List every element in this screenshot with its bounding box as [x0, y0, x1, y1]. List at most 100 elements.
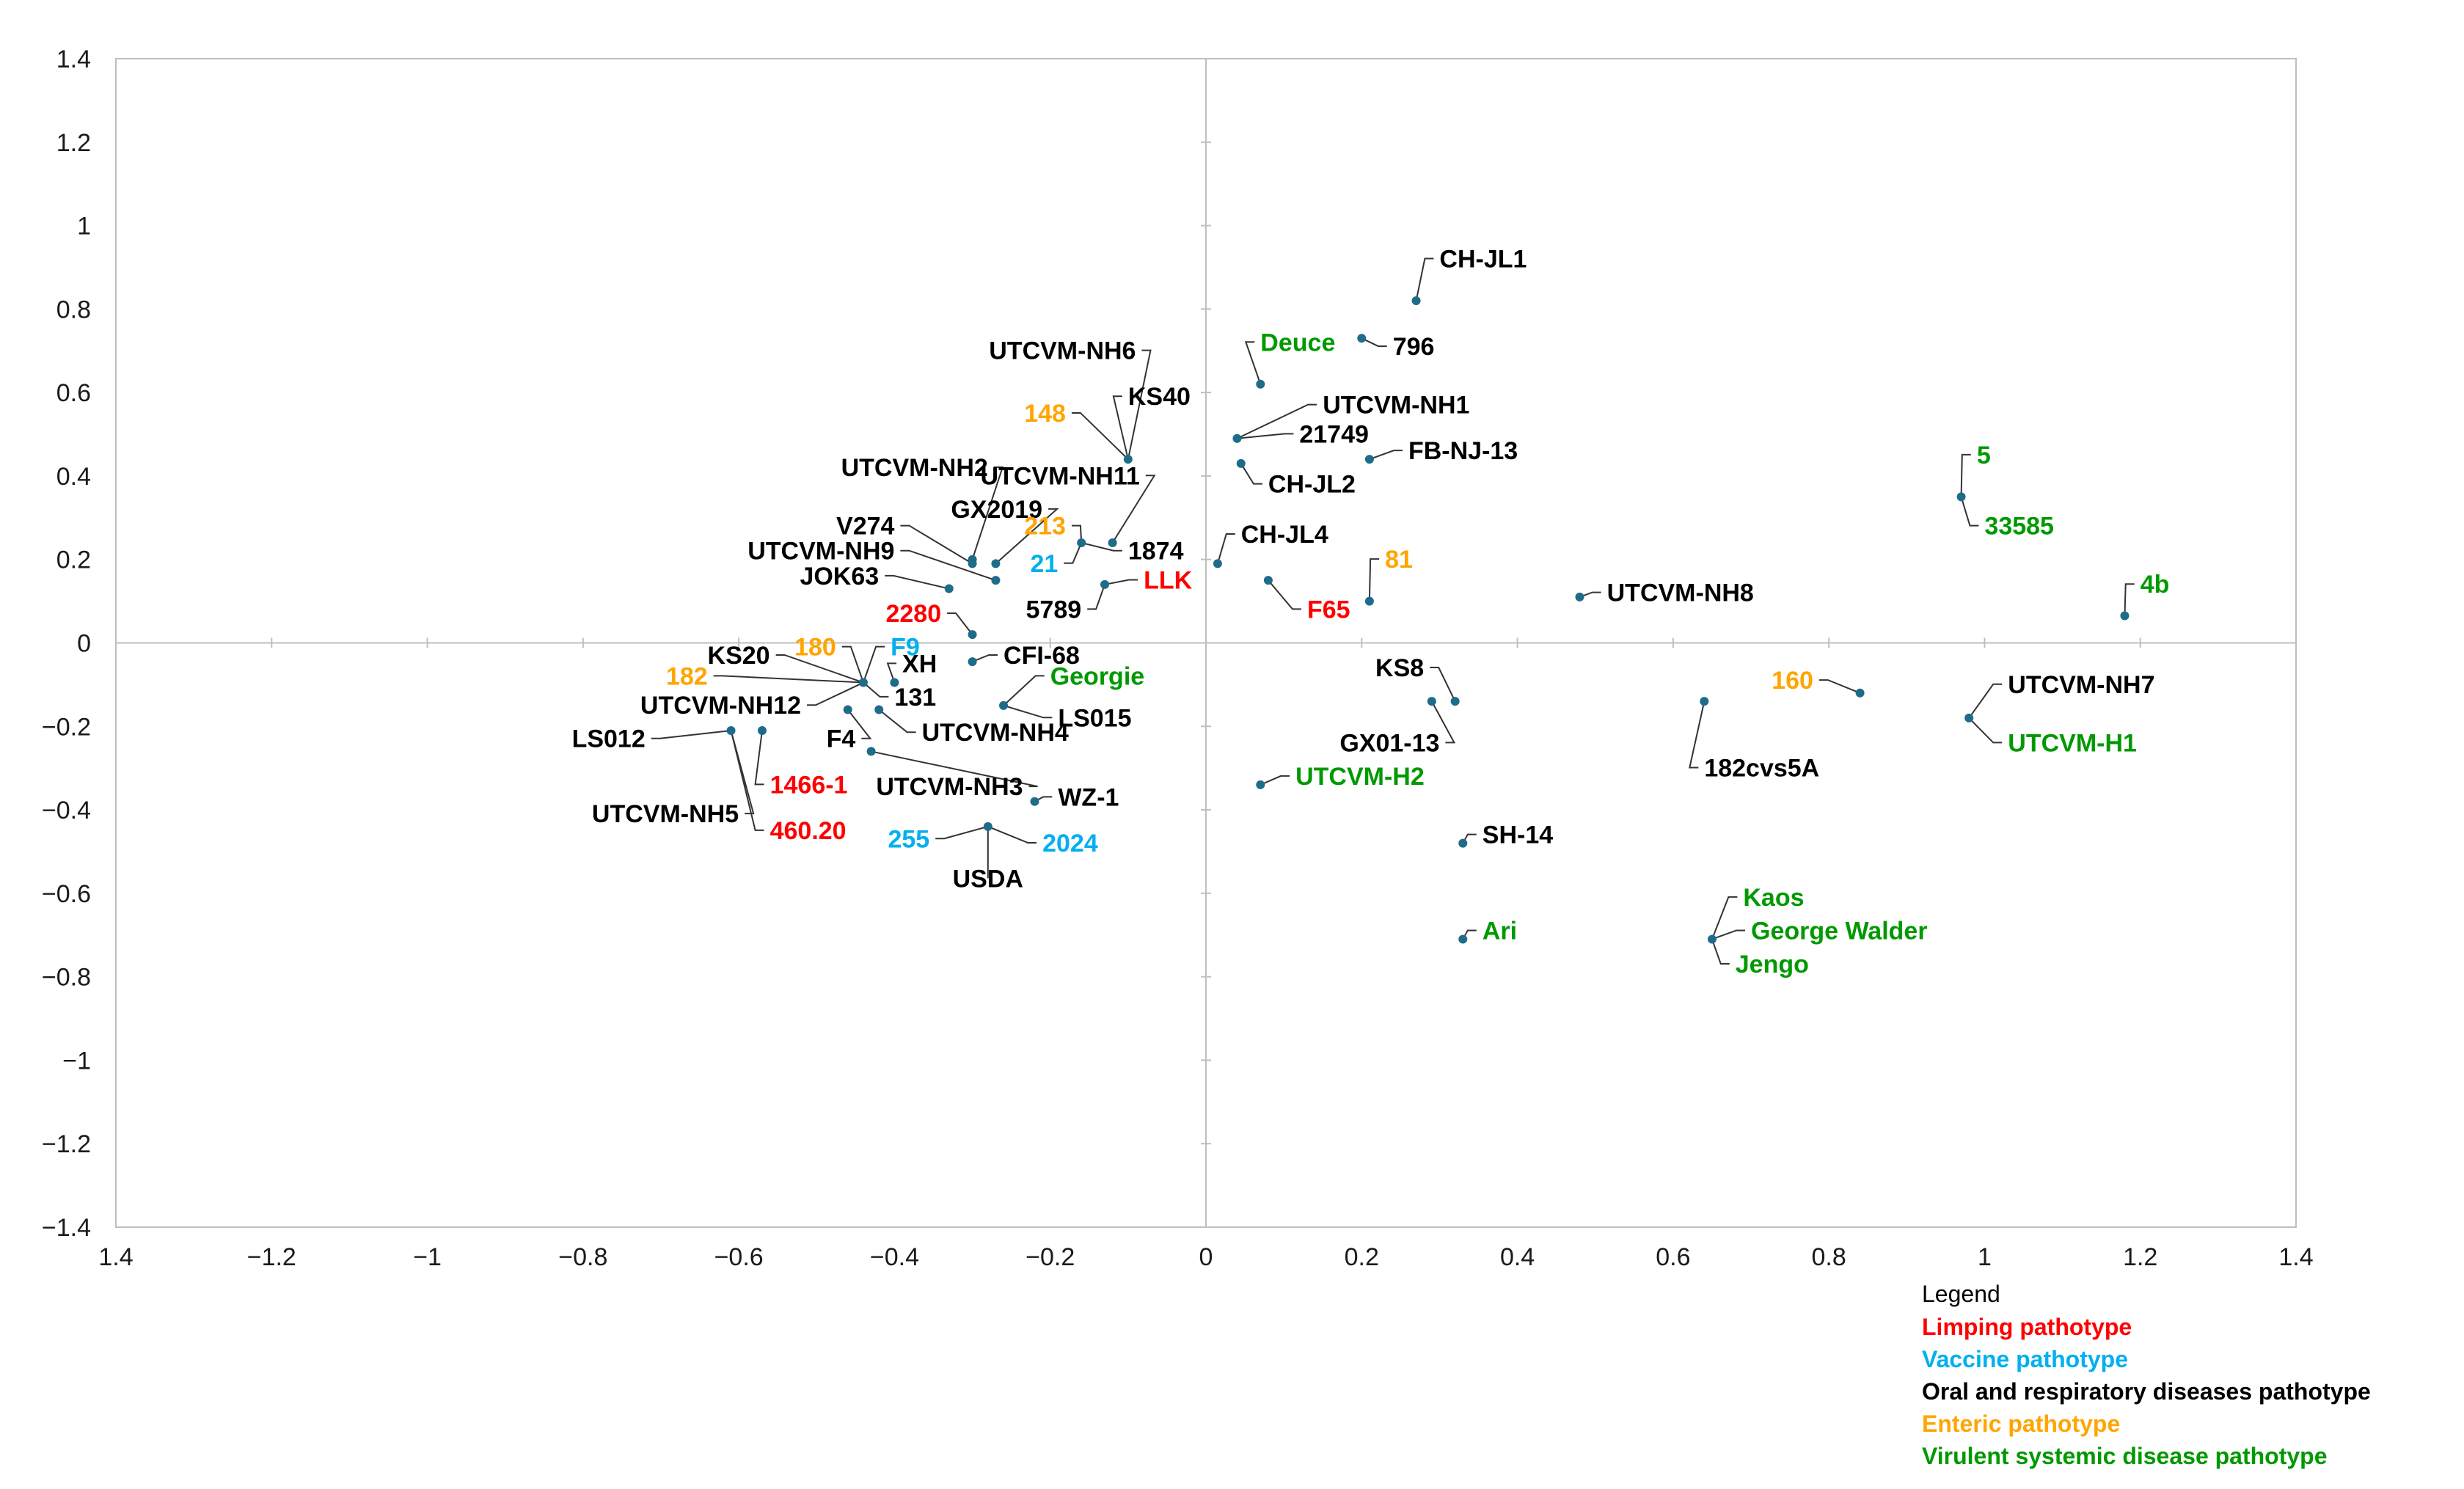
point-182cvs5a — [1700, 697, 1709, 706]
point-utcvm-nh7 — [1964, 713, 1974, 722]
point-label-gx01-13: GX01-13 — [1339, 729, 1439, 757]
x-tick-label: 0 — [1199, 1243, 1213, 1271]
y-tick-label: 0.6 — [56, 379, 91, 407]
point-label-utcvm-nh8: UTCVM-NH8 — [1607, 579, 1754, 607]
leader-line-81 — [1368, 558, 1380, 601]
point-ari — [1458, 934, 1468, 944]
leader-line-utcvm-nh7 — [1968, 683, 2003, 719]
leader-line-148 — [1071, 411, 1129, 460]
y-tick-label: 0.2 — [56, 546, 91, 574]
point-label-utcvm-nh11: UTCVM-NH11 — [981, 462, 1140, 490]
leader-line-kaos — [1711, 896, 1738, 940]
point-f4 — [843, 705, 852, 714]
leader-line-v274 — [900, 524, 973, 565]
y-tick-label: 1.4 — [56, 45, 91, 73]
leader-line-2280 — [947, 612, 973, 635]
point-label-ls015: LS015 — [1058, 704, 1131, 732]
point-label-ks40: KS40 — [1128, 383, 1191, 411]
legend-title: Legend — [1922, 1281, 2000, 1307]
x-tick-label: 1.4 — [98, 1243, 133, 1271]
leader-line-xh — [886, 662, 897, 683]
point-label-jengo: Jengo — [1736, 951, 1809, 978]
point-label-kaos: Kaos — [1743, 884, 1804, 912]
point-ks8 — [1450, 697, 1460, 706]
point-label-4b: 4b — [2141, 571, 2170, 599]
point-label-21749: 21749 — [1299, 420, 1369, 448]
point-label-182cvs5a: 182cvs5A — [1704, 755, 1819, 783]
point-1466-1 — [757, 725, 767, 735]
legend-entry-enteric-pathotype: Enteric pathotype — [1922, 1411, 2120, 1437]
point-wz-1 — [1030, 797, 1039, 806]
leader-line-utcvm-h2 — [1260, 775, 1290, 786]
point-label-wz-1: WZ-1 — [1058, 783, 1119, 811]
point-label-ch-jl2: CH-JL2 — [1268, 471, 1356, 499]
leader-line-ks20 — [775, 654, 864, 684]
point-label-2024: 2024 — [1042, 830, 1098, 857]
x-tick-label: −1.2 — [247, 1243, 296, 1271]
point-2280 — [968, 630, 977, 640]
point-213 — [1077, 538, 1086, 547]
legend-entry-virulent-systemic-disease-pathotype: Virulent systemic disease pathotype — [1922, 1443, 2328, 1469]
leader-line-utcvm-nh1 — [1237, 403, 1317, 439]
leader-line-deuce — [1244, 341, 1262, 385]
point-label-xh: XH — [902, 650, 937, 678]
leader-line-jengo — [1711, 939, 1730, 965]
point-label-160: 160 — [1772, 667, 1813, 695]
y-tick-label: −0.2 — [42, 713, 91, 741]
point-label-cfi-68: CFI-68 — [1003, 642, 1080, 670]
data-points — [726, 296, 2130, 944]
point-label-llk: LLK — [1144, 567, 1193, 595]
leader-line-llk — [1104, 579, 1138, 585]
y-tick-label: 0.4 — [56, 463, 91, 491]
point-utcvm-nh1 — [1232, 433, 1242, 443]
point-label-utcvm-h2: UTCVM-H2 — [1295, 763, 1425, 791]
point-label-utcvm-nh6: UTCVM-NH6 — [989, 337, 1136, 365]
point-label-jok63: JOK63 — [800, 563, 879, 590]
axis-ticks: 1.4 −1.2 −1 −0.8 −0.6 −0.4 −0.2 0 0.2 0.4 0.6 0.8 1 1… — [42, 45, 2314, 1271]
y-tick-label: −1.4 — [42, 1214, 91, 1242]
leader-line-utcvm-nh6 — [1127, 349, 1152, 460]
leader-line-33585 — [1960, 497, 1979, 527]
point-gx2019 — [991, 559, 1001, 568]
point-label-utcvm-nh3: UTCVM-NH3 — [876, 773, 1023, 801]
y-tick-label: −0.6 — [42, 880, 91, 908]
x-tick-label: 0.2 — [1345, 1243, 1379, 1271]
point-label-georgie: Georgie — [1050, 662, 1144, 690]
leader-line-fb-nj-13 — [1369, 450, 1403, 461]
point-utcvm-h2 — [1256, 780, 1265, 789]
point-ch-jl4 — [1213, 559, 1222, 568]
leader-line-ks40 — [1112, 395, 1129, 460]
x-tick-label: 0.8 — [1812, 1243, 1846, 1271]
point-label-255: 255 — [888, 825, 929, 853]
leader-line-ls012 — [651, 729, 731, 739]
point-label-ks8: KS8 — [1375, 654, 1424, 682]
leader-line-ks8 — [1430, 667, 1456, 702]
leader-line-gx01-13 — [1430, 700, 1456, 744]
leader-line-21749 — [1237, 433, 1294, 439]
point-label-fb-nj-13: FB-NJ-13 — [1408, 437, 1518, 465]
x-tick-label: −0.8 — [558, 1243, 607, 1271]
point-label-180: 180 — [794, 634, 836, 662]
point-label-f65: F65 — [1307, 596, 1350, 623]
point-160 — [1855, 688, 1865, 698]
leader-line-f4 — [847, 709, 872, 739]
point-kaos — [1707, 934, 1717, 944]
leader-line-21 — [1064, 542, 1083, 564]
x-tick-label: 1 — [1978, 1243, 1992, 1271]
leader-line-ls015 — [1003, 704, 1053, 719]
point-label-ch-jl4: CH-JL4 — [1241, 521, 1328, 549]
leader-line-george-walder — [1711, 929, 1745, 940]
leader-line-5789 — [1087, 584, 1105, 610]
point-label-33585: 33585 — [1984, 513, 2054, 541]
point-cfi-68 — [968, 657, 977, 667]
point-label-usda: USDA — [953, 865, 1023, 893]
y-tick-label: 1.2 — [56, 129, 91, 157]
x-tick-label: −1 — [413, 1243, 442, 1271]
point-4b — [2120, 611, 2130, 621]
legend-entry-vaccine-pathotype: Vaccine pathotype — [1922, 1346, 2128, 1372]
x-tick-label: −0.6 — [714, 1243, 764, 1271]
point-label-utcvm-nh7: UTCVM-NH7 — [2008, 671, 2154, 699]
point-f65 — [1263, 576, 1273, 585]
point-label-2280: 2280 — [885, 600, 941, 628]
y-tick-label: 0.8 — [56, 296, 91, 323]
